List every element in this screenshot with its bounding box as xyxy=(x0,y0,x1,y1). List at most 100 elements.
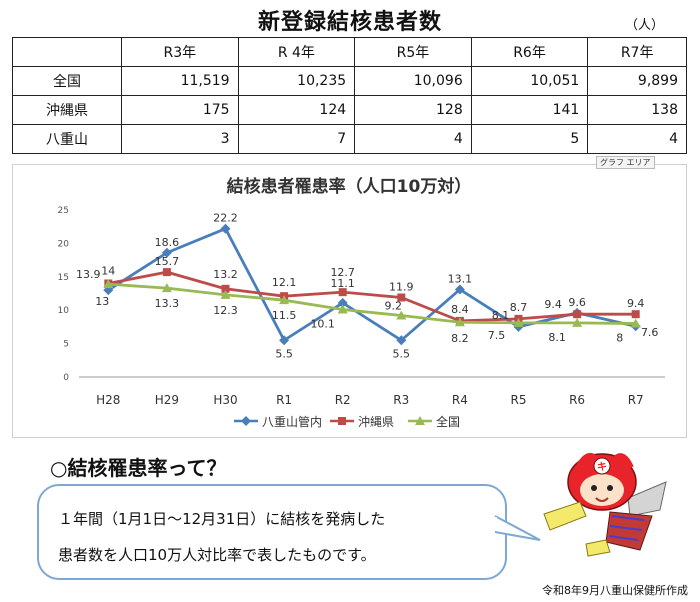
series-line xyxy=(108,270,636,323)
data-label: 13 xyxy=(95,295,109,308)
year-header: R3年 xyxy=(121,37,239,67)
data-label: 13.2 xyxy=(213,268,238,281)
data-label: 5.5 xyxy=(393,347,411,360)
x-tick-label: R3 xyxy=(393,393,409,407)
row-label: 八重山 xyxy=(12,124,122,154)
speech-bubble xyxy=(37,484,507,580)
table-cell: 175 xyxy=(121,95,239,125)
table-cell: 4 xyxy=(587,124,687,154)
data-point xyxy=(279,295,290,305)
definition-line-1: １年間（1月1日～12月31日）に結核を発病した xyxy=(58,510,386,528)
table-cell: 10,051 xyxy=(470,66,589,96)
data-label: 22.2 xyxy=(213,212,238,225)
legend-label: 八重山管内 xyxy=(262,414,322,429)
data-point xyxy=(338,288,347,297)
x-tick-label: R7 xyxy=(628,393,644,407)
data-label: 9.4 xyxy=(627,297,645,310)
row-label: 沖縄県 xyxy=(12,95,122,125)
table-cell: 5 xyxy=(470,124,589,154)
table-row: 沖縄県 175 124 128 141 138 xyxy=(12,95,687,125)
data-point xyxy=(161,283,172,293)
series-line xyxy=(108,282,636,325)
speech-bubble-tail xyxy=(494,515,541,541)
credit-text: 令和8年9月八重山保健所作成 xyxy=(542,584,688,597)
data-label: 12.1 xyxy=(272,276,297,289)
y-tick-label: 5 xyxy=(63,340,69,350)
legend-marker xyxy=(415,416,425,425)
data-label: 8.1 xyxy=(548,331,566,344)
table-row: 八重山 3 7 4 5 4 xyxy=(12,124,687,154)
table-cell: 7 xyxy=(237,124,356,154)
year-header: R7年 xyxy=(587,37,687,67)
data-label: 15.7 xyxy=(155,255,180,268)
data-point xyxy=(631,310,640,319)
data-point xyxy=(454,284,465,295)
table-corner-cell xyxy=(12,37,122,67)
data-point xyxy=(337,304,348,314)
table-cell: 10,096 xyxy=(354,66,472,96)
data-label: 13.3 xyxy=(155,297,180,310)
y-tick-label: 25 xyxy=(58,206,69,216)
x-tick-label: R6 xyxy=(569,393,585,407)
data-point xyxy=(337,297,348,308)
y-tick-label: 0 xyxy=(63,373,69,383)
data-point xyxy=(220,289,231,299)
legend-marker xyxy=(338,417,346,425)
red-hooded-mascot-icon: キ xyxy=(543,452,667,557)
table-cell: 128 xyxy=(354,95,472,125)
table-cell: 141 xyxy=(470,95,589,125)
data-label: 9.4 xyxy=(544,298,562,311)
y-tick-label: 10 xyxy=(58,306,70,316)
data-point xyxy=(397,293,406,302)
data-label: 12.7 xyxy=(330,266,355,279)
x-tick-label: H29 xyxy=(155,393,179,407)
table-cell: 10,235 xyxy=(237,66,356,96)
table-cell: 124 xyxy=(237,95,356,125)
data-label: 8.1 xyxy=(492,309,510,322)
series-line xyxy=(107,226,637,343)
x-tick-label: R5 xyxy=(511,393,527,407)
table-cell: 9,899 xyxy=(587,66,687,96)
data-point xyxy=(162,268,171,277)
y-tick-label: 15 xyxy=(58,273,69,283)
year-header: R 4年 xyxy=(237,37,356,67)
table-cell: 138 xyxy=(587,95,687,125)
data-label: 5.5 xyxy=(275,347,293,360)
table-cell: 4 xyxy=(354,124,472,154)
data-label: 8.4 xyxy=(451,303,469,316)
data-point xyxy=(630,318,641,328)
table-cell: 3 xyxy=(121,124,239,154)
chart-frame xyxy=(12,164,687,438)
data-label: 9.2 xyxy=(385,300,403,313)
graph-area-tooltip: グラフ エリア xyxy=(596,156,655,169)
definition-line-2: 患者数を人口10万人対比率で表したものです。 xyxy=(58,546,376,564)
data-point xyxy=(220,223,231,234)
year-header: R5年 xyxy=(354,37,472,67)
data-label: 14 xyxy=(101,264,115,277)
mascot-badge-text: キ xyxy=(597,461,607,473)
data-label: 11.9 xyxy=(389,281,414,294)
data-label: 13.9 xyxy=(76,268,101,281)
x-tick-label: H28 xyxy=(96,393,120,407)
data-label: 13.1 xyxy=(448,272,473,285)
data-point xyxy=(513,317,524,327)
data-point xyxy=(279,335,290,346)
x-tick-label: R1 xyxy=(276,393,292,407)
data-label: 8.7 xyxy=(510,301,528,314)
data-point xyxy=(396,335,407,346)
data-label: 11.5 xyxy=(272,309,297,322)
table-header-row: R3年 R 4年 R5年 R6年 R7年 xyxy=(12,37,687,67)
data-label: 8.2 xyxy=(451,332,469,345)
unit-label: （人） xyxy=(624,18,664,33)
data-point xyxy=(161,247,172,258)
data-point xyxy=(396,310,407,320)
y-tick-label: 20 xyxy=(58,239,70,249)
question-heading: ○結核罹患率って？ xyxy=(50,456,227,480)
data-point xyxy=(103,279,114,289)
data-label: 10.1 xyxy=(310,318,335,331)
incidence-rate-chart: 結核患者罹患率（人口10万対） 0 5 10 15 20 25 H28 H29 H30 R1 R2 R3… xyxy=(58,176,665,429)
data-label: 7.5 xyxy=(488,329,506,342)
year-header: R6年 xyxy=(470,37,589,67)
chart-title: 結核患者罹患率（人口10万対） xyxy=(227,176,472,197)
legend-marker xyxy=(241,416,251,426)
